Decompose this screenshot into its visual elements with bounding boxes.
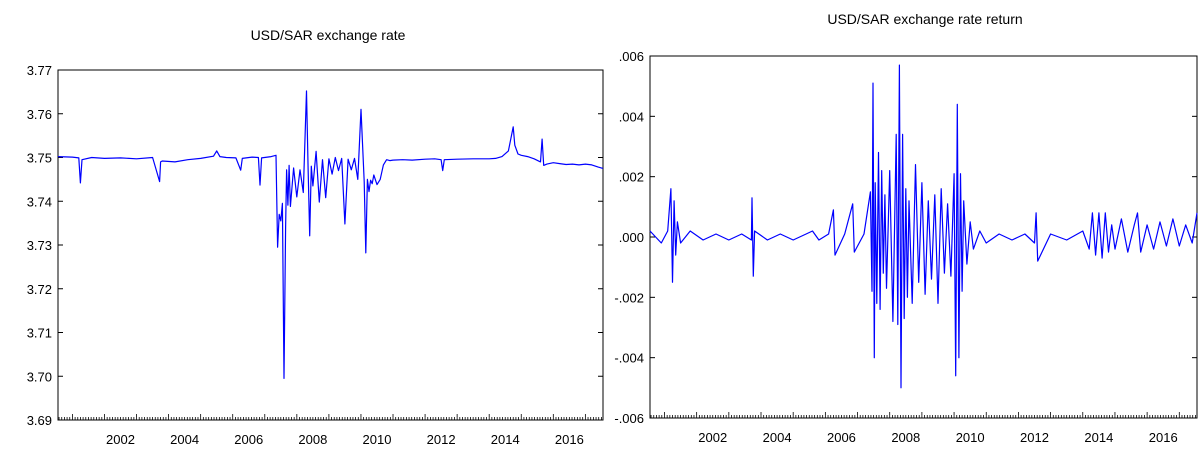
x-tick-label: 2012 <box>427 432 456 447</box>
y-tick-label: .006 <box>619 49 644 64</box>
plot-frame <box>57 69 604 421</box>
x-tick-label: 2016 <box>555 432 584 447</box>
y-tick-label: .000 <box>619 230 644 245</box>
x-tick-label: 2008 <box>891 430 920 445</box>
x-tick-label: 2010 <box>363 432 392 447</box>
y-tick-label: 3.69 <box>27 413 52 428</box>
y-tick-label: .004 <box>619 109 644 124</box>
y-tick-label: 3.71 <box>27 326 52 341</box>
series-line <box>57 90 604 379</box>
plot-area: -.006 -.004 -.002 .000 .002 .004 .006 2002 2004 2… <box>614 49 1198 445</box>
y-tick-label: 3.72 <box>27 282 52 297</box>
x-tick-label: 2002 <box>698 430 727 445</box>
x-tick-label: 2004 <box>763 430 792 445</box>
x-tick-label: 2014 <box>1084 430 1113 445</box>
x-tick-label: 2010 <box>956 430 985 445</box>
x-tick-label: 2006 <box>827 430 856 445</box>
y-tick-label: .002 <box>619 170 644 185</box>
y-tick-label: 3.74 <box>27 194 52 209</box>
series-line <box>649 64 1198 389</box>
y-tick-label: -.002 <box>614 290 644 305</box>
y-tick-label: 3.76 <box>27 107 52 122</box>
x-tick-label: 2014 <box>491 432 520 447</box>
y-tick-label: 3.70 <box>27 369 52 384</box>
y-tick-label: 3.75 <box>27 151 52 166</box>
y-tick-label: 3.73 <box>27 238 52 253</box>
x-tick-label: 2004 <box>170 432 199 447</box>
x-tick-label: 2008 <box>298 432 327 447</box>
plot-area: 3.69 3.70 3.71 3.72 3.73 3.74 3.75 3.76 3.77 2002… <box>27 63 604 447</box>
x-tick-label: 2012 <box>1020 430 1049 445</box>
y-tick-label: -.006 <box>614 411 644 426</box>
exchange-rate-chart: USD/SAR exchange rate 3.693.703.713.723.… <box>27 27 604 447</box>
y-tick-label: 3.77 <box>27 63 52 78</box>
x-tick-label: 2016 <box>1149 430 1178 445</box>
exchange-rate-return-chart: USD/SAR exchange rate return -.006-.004-… <box>614 11 1198 445</box>
y-tick-label: -.004 <box>614 351 644 366</box>
chart-title: USD/SAR exchange rate <box>251 27 406 43</box>
chart-title: USD/SAR exchange rate return <box>827 11 1022 27</box>
x-tick-label: 2006 <box>234 432 263 447</box>
x-tick-label: 2002 <box>106 432 135 447</box>
